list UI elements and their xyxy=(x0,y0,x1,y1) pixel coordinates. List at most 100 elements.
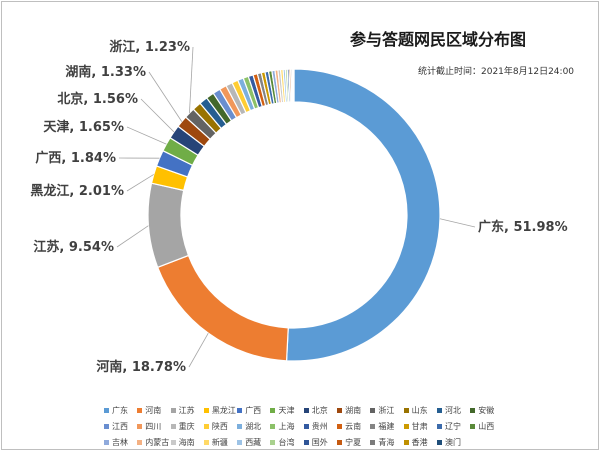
legend-swatch-14 xyxy=(170,423,176,429)
legend-label-5: 天津 xyxy=(278,405,295,415)
legend-label-32: 青海 xyxy=(378,437,395,447)
legend-item-6: 北京 xyxy=(303,405,337,416)
legend-label-28: 西藏 xyxy=(245,437,262,447)
legend-swatch-4 xyxy=(237,407,243,413)
data-label-8: 浙江, 1.23% xyxy=(109,39,190,55)
legend-swatch-0 xyxy=(104,407,109,413)
legend-swatch-18 xyxy=(303,423,309,429)
legend-label-22: 辽宁 xyxy=(444,421,461,431)
legend-label-15: 陕西 xyxy=(211,421,228,431)
legend-swatch-33 xyxy=(403,439,409,445)
legend-item-32: 青海 xyxy=(370,437,403,448)
legend-label-14: 重庆 xyxy=(178,421,195,431)
legend-row: 江西 四川 重庆 陕西 湖北 上海 贵州 云南 福建 甘肃 辽宁 山西 xyxy=(104,418,504,434)
legend-swatch-25 xyxy=(137,439,143,445)
legend-swatch-26 xyxy=(170,439,176,445)
donut-slice-2 xyxy=(147,182,190,269)
legend-item-9: 山东 xyxy=(403,405,437,416)
legend-label-24: 吉林 xyxy=(112,437,128,447)
legend-swatch-20 xyxy=(370,423,376,429)
legend-label-8: 浙江 xyxy=(378,405,395,415)
legend-label-34: 澳门 xyxy=(444,437,461,447)
legend-swatch-6 xyxy=(303,407,309,413)
legend-label-16: 湖北 xyxy=(245,421,262,431)
legend-item-4: 广西 xyxy=(237,405,270,416)
legend-item-27: 新疆 xyxy=(203,437,237,448)
legend-item-13: 四川 xyxy=(137,421,170,432)
donut-slice-34 xyxy=(292,68,295,103)
legend-swatch-11 xyxy=(470,407,476,413)
label-leader-lines xyxy=(116,46,476,368)
leader-line-3 xyxy=(126,174,154,192)
legend-label-17: 上海 xyxy=(278,421,295,431)
legend-item-25: 内蒙古 xyxy=(137,437,170,448)
legend-swatch-10 xyxy=(436,407,442,413)
legend-swatch-5 xyxy=(270,407,276,413)
leader-line-6 xyxy=(140,98,175,133)
legend-item-19: 云南 xyxy=(337,421,370,432)
legend-swatch-12 xyxy=(104,423,109,429)
donut-slices xyxy=(147,68,441,362)
legend-item-5: 天津 xyxy=(270,405,303,416)
legend-label-11: 安徽 xyxy=(478,405,495,415)
legend-item-24: 吉林 xyxy=(104,437,137,448)
legend-item-21: 甘肃 xyxy=(403,421,437,432)
leader-line-0 xyxy=(439,218,476,228)
legend-item-18: 贵州 xyxy=(303,421,337,432)
legend-swatch-13 xyxy=(137,423,143,429)
legend-label-3: 黑龙江 xyxy=(211,405,236,415)
legend-item-29: 台湾 xyxy=(270,437,303,448)
legend-item-34: 澳门 xyxy=(436,437,470,448)
legend-label-26: 海南 xyxy=(178,437,195,447)
legend-swatch-28 xyxy=(237,439,243,445)
legend-label-6: 北京 xyxy=(311,405,328,415)
chart-title: 参与答题网民区域分布图 xyxy=(350,30,527,49)
legend-item-7: 湖南 xyxy=(337,405,370,416)
leader-line-5 xyxy=(126,126,167,145)
legend-swatch-34 xyxy=(436,439,442,445)
legend-swatch-8 xyxy=(370,407,376,413)
legend-label-30: 国外 xyxy=(311,437,328,447)
legend-row: 吉林 内蒙古 海南 新疆 西藏 台湾 国外 宁夏 青海 香港 澳门 xyxy=(104,434,504,450)
legend-label-1: 河南 xyxy=(145,405,162,415)
legend-item-20: 福建 xyxy=(370,421,403,432)
leader-line-8 xyxy=(189,46,194,114)
data-label-4: 广西, 1.84% xyxy=(35,150,116,166)
legend-swatch-29 xyxy=(270,439,276,445)
legend-item-15: 陕西 xyxy=(203,421,237,432)
legend-label-18: 贵州 xyxy=(311,421,328,431)
leader-line-2 xyxy=(116,225,149,248)
legend-item-10: 河北 xyxy=(436,405,470,416)
legend-item-1: 河南 xyxy=(137,405,170,416)
legend-label-2: 江苏 xyxy=(178,405,195,415)
legend-item-14: 重庆 xyxy=(170,421,204,432)
data-label-6: 北京, 1.56% xyxy=(57,91,138,107)
legend-item-0: 广东 xyxy=(104,405,137,416)
legend-swatch-21 xyxy=(403,423,409,429)
data-label-3: 黑龙江, 2.01% xyxy=(30,183,124,199)
legend-label-10: 河北 xyxy=(444,405,461,415)
data-label-5: 天津, 1.65% xyxy=(43,119,124,135)
legend-item-3: 黑龙江 xyxy=(203,405,237,416)
legend-label-31: 宁夏 xyxy=(345,437,362,447)
legend-item-12: 江西 xyxy=(104,421,137,432)
donut-slice-1 xyxy=(156,254,289,362)
legend-swatch-16 xyxy=(237,423,243,429)
legend-label-27: 新疆 xyxy=(211,437,228,447)
legend-swatch-3 xyxy=(203,407,209,413)
chart-subtitle: 统计截止时间：2021年8月12日24:00 xyxy=(418,67,575,77)
legend-label-25: 内蒙古 xyxy=(145,437,170,447)
legend-item-17: 上海 xyxy=(270,421,303,432)
legend-item-16: 湖北 xyxy=(237,421,270,432)
legend-label-13: 四川 xyxy=(145,421,162,431)
legend-swatch-22 xyxy=(436,423,442,429)
legend-label-29: 台湾 xyxy=(278,437,295,447)
legend-label-7: 湖南 xyxy=(345,405,362,415)
data-label-1: 河南, 18.78% xyxy=(96,359,186,375)
legend-label-33: 香港 xyxy=(411,437,428,447)
legend-item-28: 西藏 xyxy=(237,437,270,448)
data-label-2: 江苏, 9.54% xyxy=(33,239,114,255)
legend-swatch-23 xyxy=(470,423,476,429)
